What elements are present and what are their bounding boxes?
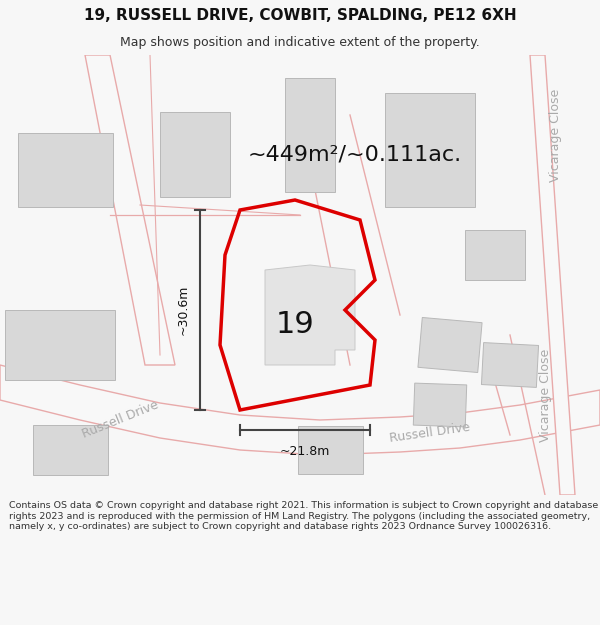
- Polygon shape: [265, 265, 355, 365]
- Text: ~30.6m: ~30.6m: [177, 285, 190, 335]
- Text: Vicarage Close: Vicarage Close: [548, 88, 562, 182]
- Text: Russell Drive: Russell Drive: [389, 421, 471, 445]
- Text: ~21.8m: ~21.8m: [280, 445, 330, 458]
- Polygon shape: [481, 342, 539, 388]
- Polygon shape: [285, 78, 335, 192]
- Polygon shape: [0, 365, 600, 455]
- Text: ~449m²/~0.111ac.: ~449m²/~0.111ac.: [248, 145, 462, 165]
- Text: Map shows position and indicative extent of the property.: Map shows position and indicative extent…: [120, 36, 480, 49]
- Polygon shape: [418, 318, 482, 372]
- Text: Russell Drive: Russell Drive: [80, 399, 160, 441]
- Polygon shape: [385, 92, 475, 208]
- Polygon shape: [85, 55, 175, 365]
- Polygon shape: [298, 426, 362, 474]
- Text: Vicarage Close: Vicarage Close: [539, 348, 551, 442]
- Polygon shape: [413, 383, 467, 427]
- Polygon shape: [17, 132, 113, 208]
- Polygon shape: [530, 55, 575, 495]
- Text: 19, RUSSELL DRIVE, COWBIT, SPALDING, PE12 6XH: 19, RUSSELL DRIVE, COWBIT, SPALDING, PE1…: [83, 8, 517, 23]
- Polygon shape: [32, 425, 107, 475]
- Polygon shape: [160, 112, 230, 198]
- Polygon shape: [5, 310, 115, 380]
- Polygon shape: [465, 230, 525, 280]
- Text: Contains OS data © Crown copyright and database right 2021. This information is : Contains OS data © Crown copyright and d…: [9, 501, 598, 531]
- Text: 19: 19: [275, 311, 314, 339]
